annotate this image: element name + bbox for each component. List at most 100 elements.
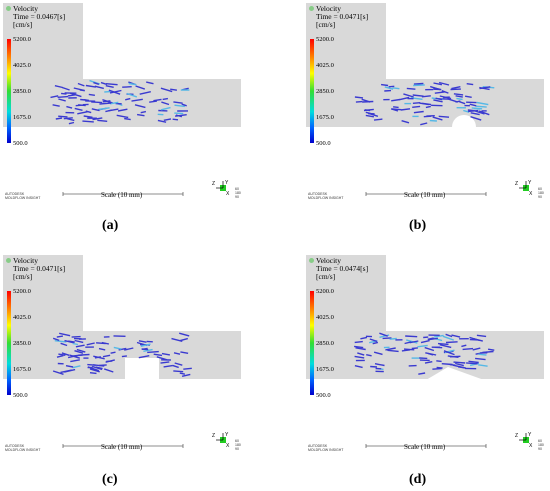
velocity-vector [125, 97, 131, 101]
velocity-vector [141, 347, 148, 350]
velocity-vector [434, 91, 445, 94]
velocity-vector [88, 93, 96, 96]
velocity-vector [131, 98, 143, 102]
velocity-vector [80, 98, 86, 101]
velocity-vector [423, 115, 432, 118]
velocity-vector [91, 108, 100, 112]
velocity-vector [58, 353, 66, 356]
velocity-vector [153, 353, 163, 357]
velocity-vector [149, 100, 157, 103]
velocity-vector [160, 106, 171, 111]
mold-geometry [306, 3, 544, 196]
velocity-vector [391, 98, 401, 102]
colorbar-tick: 5200.0 [13, 36, 31, 43]
caption-b: (b) [409, 218, 427, 233]
velocity-vector [406, 339, 418, 344]
velocity-vectors [52, 332, 192, 377]
velocity-vector [93, 81, 100, 85]
axis-angle-value: 60 [235, 187, 239, 191]
axis-angle-value: 180 [538, 443, 544, 447]
velocity-vector [138, 340, 147, 343]
legend-time: Time = 0.0471[s] [13, 264, 66, 273]
velocity-vector [105, 359, 115, 363]
velocity-vector [139, 91, 151, 95]
velocity-vector [365, 111, 375, 116]
axis-z-label: Z [515, 433, 519, 439]
obstacle-semicircle [452, 115, 476, 127]
velocity-vector [140, 343, 151, 347]
velocity-vector [160, 361, 170, 364]
velocity-vector [473, 338, 483, 342]
velocity-vector [98, 347, 106, 351]
velocity-vectors [50, 79, 190, 125]
velocity-vector [357, 352, 365, 356]
velocity-vector [427, 352, 434, 356]
velocity-vector [453, 361, 466, 364]
velocity-vector [54, 340, 67, 343]
velocity-vector [413, 84, 425, 87]
velocity-vector [445, 333, 453, 338]
velocity-vector [89, 368, 100, 373]
velocity-vector [117, 108, 128, 112]
velocity-vector [56, 354, 64, 358]
velocity-vector [68, 121, 75, 125]
velocity-vector [99, 102, 112, 105]
obstacle-triangle [426, 367, 484, 380]
colorbar-tick: 4025.0 [13, 62, 31, 69]
velocity-vector [138, 355, 150, 359]
velocity-vector [162, 97, 169, 101]
scale-bar [62, 192, 184, 196]
velocity-vector [161, 352, 171, 356]
legend-unit: [cm/s] [316, 272, 336, 281]
velocity-vector [461, 344, 467, 348]
velocity-vector [451, 334, 461, 338]
velocity-vector [364, 109, 371, 112]
velocity-vector [420, 122, 428, 126]
velocity-vector [413, 82, 424, 85]
legend-title: Velocity [13, 256, 38, 265]
velocity-vector [425, 105, 431, 109]
velocity-vector [384, 86, 394, 90]
velocity-vector [97, 119, 108, 122]
legend-title: Velocity [316, 256, 341, 265]
axis-triad-icon [519, 433, 529, 443]
velocity-vector [369, 338, 378, 343]
colorbar-tick: 4025.0 [316, 62, 334, 69]
scale-label: Scale (10 mm) [101, 443, 143, 451]
velocity-vector [393, 106, 399, 109]
velocity-vector [360, 336, 368, 340]
velocity-vector [105, 85, 114, 88]
legend-title: Velocity [13, 4, 38, 13]
velocity-vector [172, 118, 179, 121]
colorbar [310, 291, 314, 395]
legend-time: Time = 0.0467[s] [13, 12, 66, 21]
velocity-vector [72, 365, 81, 369]
brand-line2: MOLDFLOW INSIGHT [308, 448, 344, 452]
velocity-vector [94, 85, 104, 90]
velocity-vector [78, 104, 86, 107]
velocity-vector [121, 355, 127, 358]
velocity-vector [468, 360, 479, 364]
velocity-vector [401, 120, 410, 124]
velocity-vector [170, 88, 178, 91]
velocity-vector [445, 341, 458, 344]
velocity-vector [163, 364, 173, 368]
velocity-vector [92, 364, 105, 367]
colorbar-tick: 500.0 [13, 392, 28, 399]
velocity-vector [102, 354, 111, 358]
velocity-vector [433, 334, 444, 338]
axis-x-label: X [529, 191, 533, 197]
velocity-vector [470, 112, 480, 116]
app-logo-icon [6, 6, 11, 11]
legend-unit: [cm/s] [13, 20, 33, 29]
axis-y-label: Y [225, 432, 229, 438]
velocity-vector [412, 105, 421, 108]
velocity-vector [412, 94, 424, 97]
velocity-vector [420, 339, 430, 344]
velocity-vector [134, 104, 146, 109]
brand-line2: MOLDFLOW INSIGHT [5, 196, 41, 200]
velocity-vector [482, 350, 494, 354]
velocity-vector [74, 339, 84, 344]
velocity-vector [163, 118, 172, 121]
velocity-vector [458, 100, 466, 105]
